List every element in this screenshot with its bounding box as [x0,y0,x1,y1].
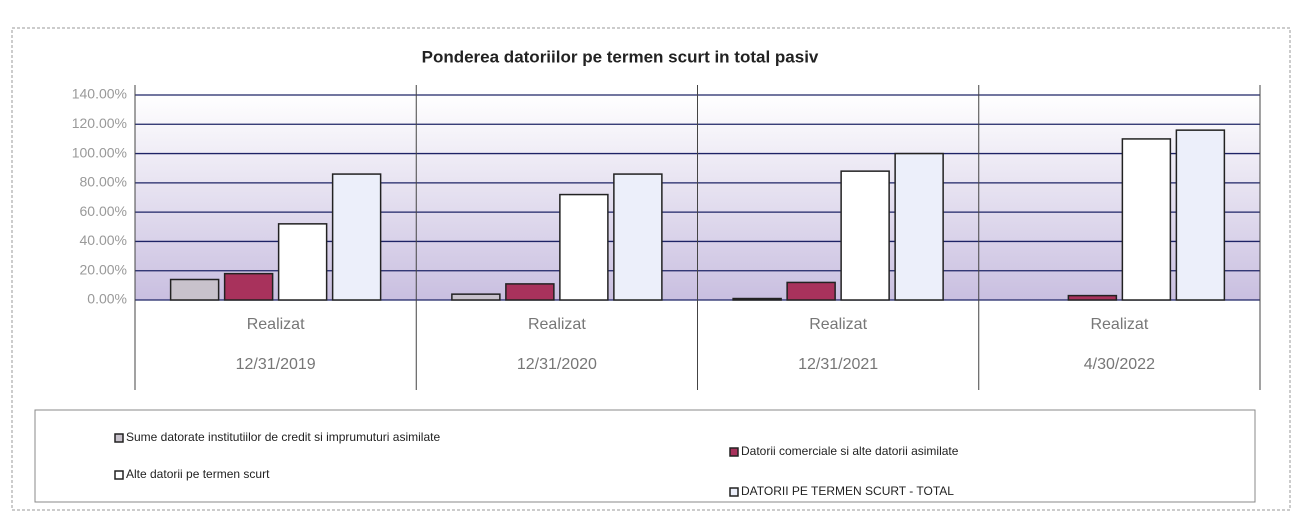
y-tick-label: 20.00% [80,261,127,277]
x-tick-label: Realizat [809,316,867,333]
bar [223,272,274,301]
legend-label: Alte datorii pe termen scurt [126,467,270,481]
bar [894,152,944,301]
bar [732,297,782,301]
legend-label: Sume datorate institutiilor de credit si… [126,430,440,444]
legend-swatch [114,433,124,443]
bar [1067,294,1118,301]
x-tick-label: 4/30/2022 [1084,356,1155,373]
bar [451,293,501,301]
chart-title: Ponderea datoriilor pe termen scurt in t… [422,47,819,66]
x-tick-label: Realizat [1090,316,1148,333]
bar [613,173,663,301]
y-tick-label: 60.00% [80,203,127,219]
bar [559,193,609,301]
bar [505,283,555,301]
y-tick-label: 0.00% [87,291,127,307]
bar [786,281,836,301]
bar [840,170,890,301]
x-tick-label: Realizat [247,316,305,333]
legend-label: DATORII PE TERMEN SCURT - TOTAL [741,484,954,498]
y-tick-label: 100.00% [72,144,127,160]
legend-swatch [729,487,739,497]
legend-swatch [114,470,124,480]
y-tick-label: 120.00% [72,115,127,131]
y-tick-label: 80.00% [80,174,127,190]
bar [169,278,220,301]
bar [331,173,382,301]
x-tick-label: 12/31/2019 [236,356,316,373]
x-tick-label: Realizat [528,316,586,333]
x-tick-label: 12/31/2020 [517,356,597,373]
legend-swatch [729,447,739,457]
bar [1175,129,1226,301]
y-tick-label: 40.00% [80,232,127,248]
bar [1121,138,1172,301]
x-tick-label: 12/31/2021 [798,356,878,373]
legend-box [34,409,1256,503]
y-tick-label: 140.00% [72,86,127,102]
bar [277,223,328,301]
legend-label: Datorii comerciale si alte datorii asimi… [741,444,959,458]
